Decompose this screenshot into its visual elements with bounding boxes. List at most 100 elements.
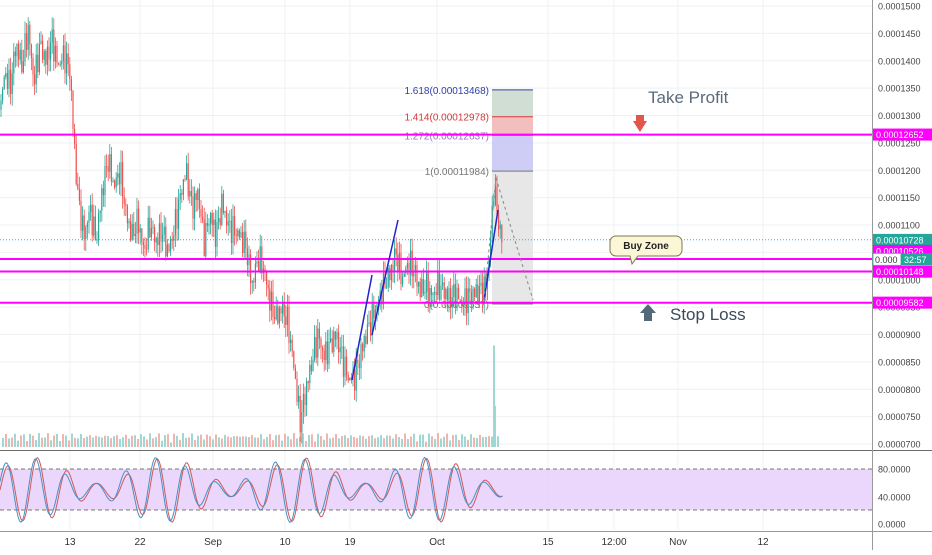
candle-body: [205, 223, 207, 257]
candle-body: [302, 393, 304, 412]
candle-body: [445, 288, 447, 299]
volume-bar: [422, 434, 424, 447]
candle-body: [430, 288, 432, 295]
price-axis-tag: [873, 296, 932, 309]
volume-bar: [101, 437, 103, 447]
volume-bar-peak: [493, 345, 495, 447]
stoch-tick-label: 0.0000: [878, 520, 906, 530]
stop-loss-arrow-icon: [640, 304, 656, 313]
fib-zone-1272: [492, 135, 533, 172]
volume-bar: [263, 439, 265, 447]
volume-bar: [314, 441, 316, 447]
candle-body: [91, 204, 93, 236]
candle-body: [218, 218, 220, 223]
volume-bar: [185, 437, 187, 447]
candle-body: [347, 375, 349, 381]
trend-line[interactable]: [371, 219, 399, 336]
volume-bar: [302, 433, 304, 447]
candle-body: [195, 193, 197, 201]
candle-body: [301, 411, 303, 433]
candle-body: [390, 264, 392, 281]
volume-bar: [8, 438, 10, 447]
volume-bar: [437, 433, 439, 447]
candle-body: [69, 64, 71, 80]
candle-body: [346, 356, 348, 376]
volume-bar: [275, 435, 277, 447]
price-axis-tag-text: 0.00010148: [876, 267, 924, 277]
candle-body: [370, 322, 372, 336]
volume-bar: [272, 440, 274, 447]
candle-body: [443, 282, 445, 299]
candle-body: [131, 223, 133, 240]
volume-bar: [431, 436, 433, 447]
volume-bar: [14, 433, 16, 447]
volume-bar: [62, 434, 64, 447]
candle-body: [166, 244, 168, 257]
volume-bar: [257, 437, 259, 447]
stoch-tick-label: 80.0000: [878, 465, 911, 475]
volume-bar: [206, 434, 208, 447]
candle-body: [429, 288, 431, 302]
candle-body: [501, 224, 503, 243]
candle-body: [146, 248, 148, 250]
take-profit-arrow-icon: [633, 121, 647, 132]
candle-body: [245, 231, 247, 249]
volume-bar: [326, 433, 328, 447]
candle-body: [37, 54, 39, 73]
volume-bar: [482, 436, 484, 447]
volume-bar: [50, 440, 52, 447]
candle-body: [296, 378, 298, 402]
candle-body: [397, 254, 399, 271]
trend-line[interactable]: [483, 209, 499, 301]
candle-body: [192, 196, 194, 219]
candle-body: [435, 292, 437, 296]
volume-bar: [329, 438, 331, 447]
candle-body: [269, 288, 271, 311]
candle-body: [338, 332, 340, 353]
candle-body: [198, 189, 200, 209]
candle-body: [162, 234, 164, 242]
candle-body: [498, 212, 500, 230]
volume-bar: [335, 433, 337, 447]
countdown-time-box: [901, 253, 932, 266]
candle-body: [147, 217, 149, 250]
price-tick-label: 0.0001150: [878, 193, 920, 203]
candle-body: [334, 331, 336, 340]
volume-bar: [83, 438, 85, 447]
candle-body: [398, 252, 400, 271]
price-axis-tag-text: 0.00010526: [876, 246, 924, 256]
candle-body: [490, 237, 492, 260]
volume-bar: [425, 441, 427, 447]
candle-body: [419, 281, 421, 297]
price-tick-label: 0.0000750: [878, 412, 921, 422]
candle-body: [336, 332, 338, 340]
volume-bar: [365, 438, 367, 447]
candle-body: [496, 186, 498, 213]
volume-bar: [452, 435, 454, 447]
candle-body: [42, 40, 44, 60]
volume-bar: [188, 437, 190, 447]
candle-body: [181, 193, 183, 195]
volume-bar: [200, 434, 202, 447]
candle-body: [88, 211, 90, 223]
candle-body: [250, 254, 252, 283]
price-tick-label: 0.0001400: [878, 56, 921, 66]
candle-body: [450, 288, 452, 308]
candle-body: [86, 222, 88, 227]
volume-bar: [80, 434, 82, 447]
take-profit-label: Take Profit: [648, 88, 729, 107]
trend-line[interactable]: [351, 274, 373, 381]
candle-body: [66, 53, 68, 74]
candle-body: [227, 221, 229, 226]
candle-body: [109, 154, 111, 172]
candle-body: [237, 230, 239, 236]
x-tick-label: 13: [64, 537, 76, 548]
candle-body: [168, 244, 170, 251]
buy-zone-bubble[interactable]: [609, 235, 683, 266]
fib-level-label: 1.414(0.00012978): [404, 113, 489, 124]
candle-body: [152, 227, 154, 229]
volume-bar: [107, 436, 109, 447]
candle-body: [320, 338, 322, 348]
